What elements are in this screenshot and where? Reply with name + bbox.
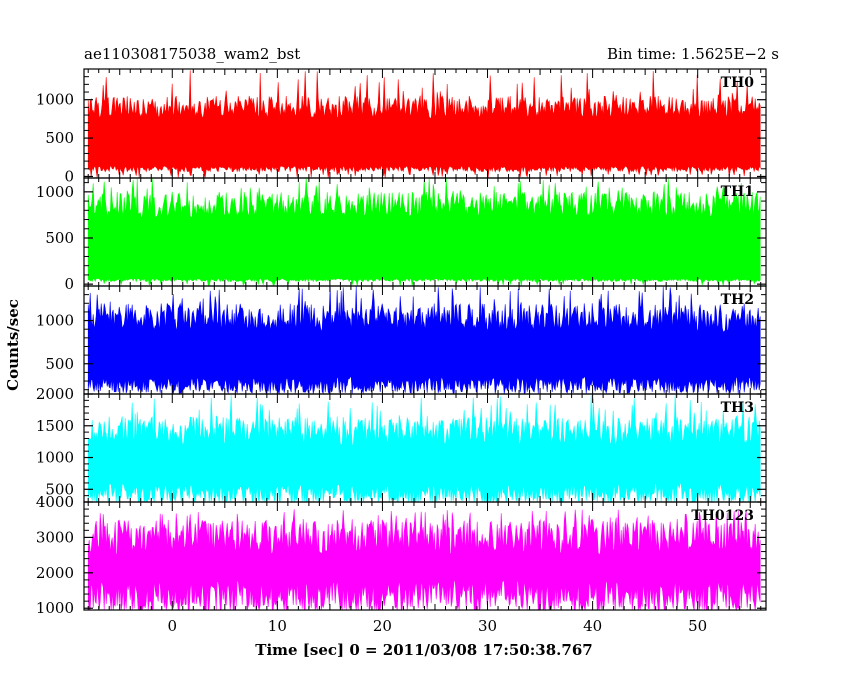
x-tick-label: 0 <box>167 617 177 635</box>
y-tick-label: 3000 <box>36 528 74 546</box>
y-tick-label: 2000 <box>36 564 74 582</box>
y-tick-label: 1000 <box>36 91 74 109</box>
panel-th2: 500 1000 TH2 <box>36 285 767 395</box>
y-tick-label: 500 <box>45 229 74 247</box>
panel-th0: 0 500 1000 TH0 <box>36 68 767 185</box>
bin-time-label: Bin time: 1.5625E−2 s <box>607 45 779 63</box>
series-label: TH0123 <box>691 508 754 524</box>
series-th1 <box>87 178 761 287</box>
series-label: TH1 <box>721 184 754 200</box>
y-tick-label: 1000 <box>36 599 74 617</box>
x-tick-label: 40 <box>583 617 602 635</box>
y-tick-label: 1500 <box>36 417 74 435</box>
panel-frame <box>83 501 767 611</box>
y-tick-label: 500 <box>45 480 74 498</box>
y-tick-label: 4000 <box>36 493 74 511</box>
y-tick-label: 1000 <box>36 449 74 467</box>
x-axis: 0 10 20 30 40 50 <box>167 617 707 635</box>
y-tick-label: 1000 <box>36 312 74 330</box>
x-tick-label: 30 <box>478 617 497 635</box>
y-axis-title: Counts/sec <box>4 299 22 391</box>
x-tick-label: 20 <box>373 617 392 635</box>
x-tick-label: 50 <box>688 617 707 635</box>
y-tick-label: 0 <box>64 275 74 293</box>
x-axis-title: Time [sec] 0 = 2011/03/08 17:50:38.767 <box>255 641 592 659</box>
series-label: TH3 <box>721 400 754 416</box>
series-th0 <box>87 70 761 179</box>
series-label: TH0 <box>721 75 755 91</box>
series-th0123 <box>87 509 761 612</box>
y-tick-label: 0 <box>64 167 74 185</box>
series-label: TH2 <box>721 292 754 308</box>
y-tick-label: 2000 <box>36 385 74 403</box>
y-tick-label: 500 <box>45 355 74 373</box>
series-th2 <box>87 286 761 395</box>
observation-title: ae110308175038_wam2_bst <box>84 45 300 63</box>
y-tick-label: 1000 <box>36 183 74 201</box>
panel-th0123: 1000 2000 3000 4000 TH0123 <box>36 493 767 617</box>
panel-th3: 500 1000 1500 2000 TH3 <box>36 385 767 504</box>
y-tick-label: 500 <box>45 129 74 147</box>
series-th3 <box>87 394 761 504</box>
panel-th1: 0 500 1000 TH1 <box>36 177 767 293</box>
x-tick-label: 10 <box>268 617 287 635</box>
